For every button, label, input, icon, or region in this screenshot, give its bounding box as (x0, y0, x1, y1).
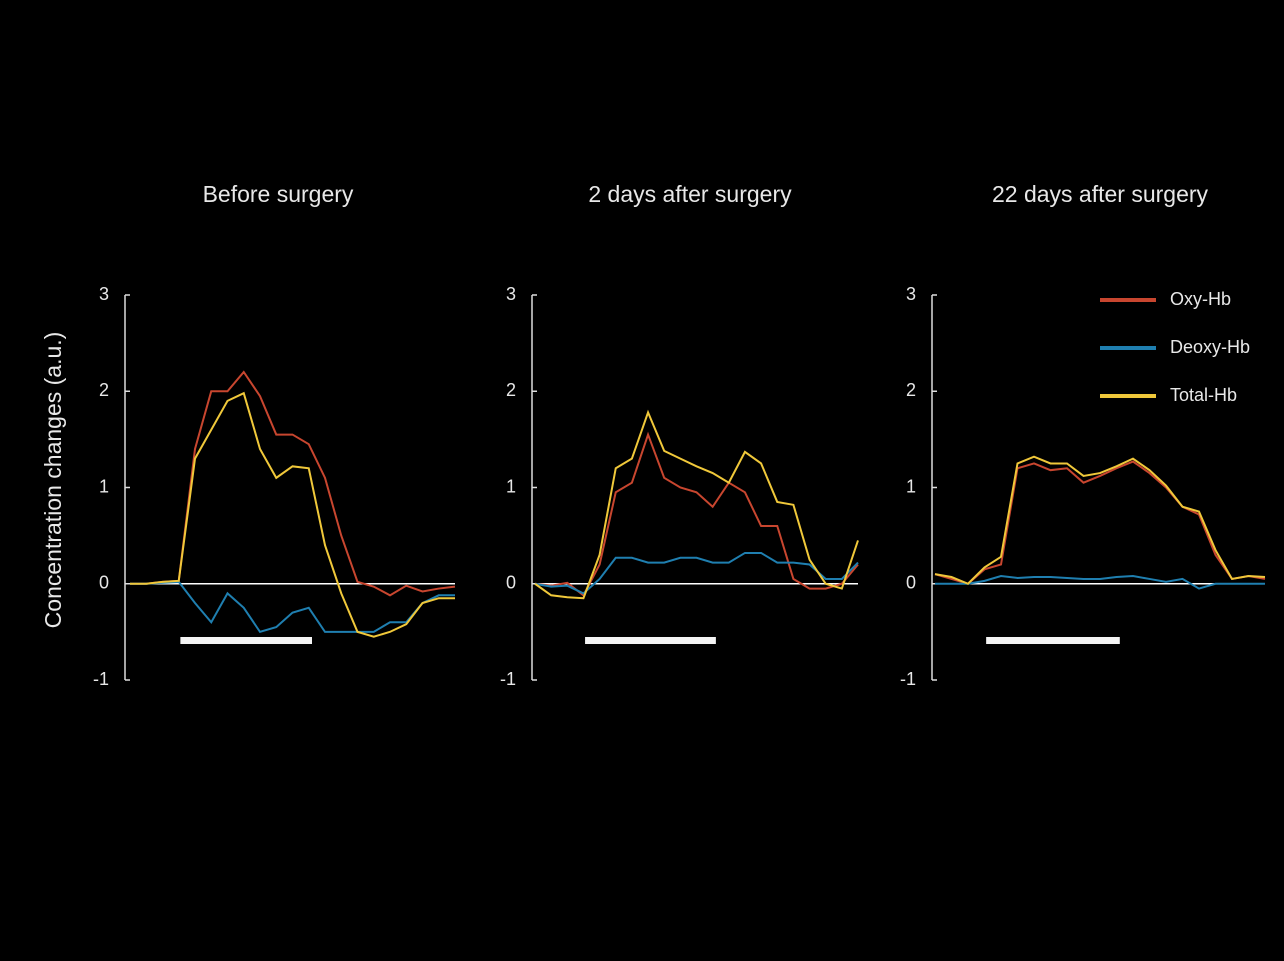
y-tick-label: 2 (506, 380, 516, 400)
legend-label: Deoxy-Hb (1170, 337, 1250, 357)
data-line (934, 455, 1266, 585)
stimulus-bar (585, 637, 716, 644)
y-tick-label: 2 (906, 380, 916, 400)
y-tick-label: 0 (99, 573, 109, 593)
y-tick-label: 1 (99, 476, 109, 496)
chart-title: 2 days after surgery (588, 181, 792, 207)
y-tick-label: 3 (99, 284, 109, 304)
data-line (534, 409, 859, 600)
y-tick-label: 3 (906, 284, 916, 304)
y-tick-label: 0 (506, 573, 516, 593)
y-tick-label: -1 (500, 669, 516, 689)
legend-label: Oxy-Hb (1170, 289, 1231, 309)
data-line (935, 575, 1265, 590)
y-tick-label: 1 (906, 476, 916, 496)
data-line (934, 460, 1266, 585)
y-tick-label: 0 (906, 573, 916, 593)
legend-label: Total-Hb (1170, 385, 1237, 405)
data-line (534, 551, 859, 595)
data-line (130, 391, 455, 638)
stimulus-bar (986, 637, 1120, 644)
chart-title: Before surgery (203, 181, 354, 207)
y-tick-label: 1 (506, 476, 516, 496)
y-axis-label: Concentration changes (a.u.) (40, 332, 66, 629)
data-line (130, 580, 455, 634)
y-tick-label: -1 (900, 669, 916, 689)
stimulus-bar (180, 637, 312, 644)
y-tick-label: -1 (93, 669, 109, 689)
y-tick-label: 3 (506, 284, 516, 304)
chart-title: 22 days after surgery (992, 181, 1209, 207)
y-tick-label: 2 (99, 380, 109, 400)
